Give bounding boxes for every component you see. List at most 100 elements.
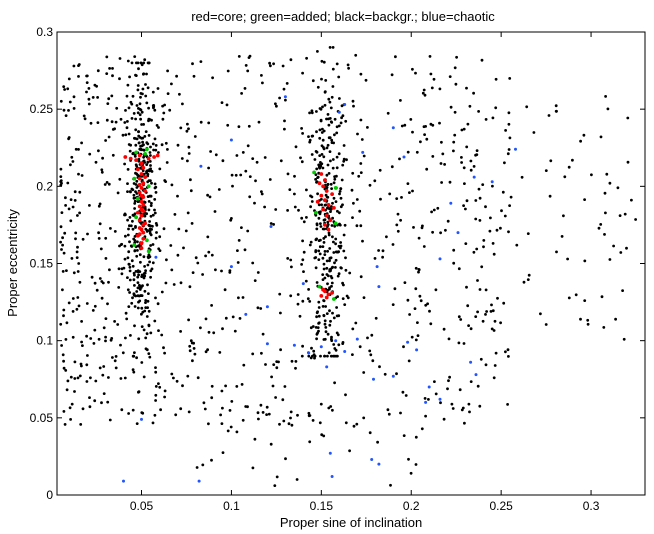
background-point <box>144 301 147 304</box>
background-point <box>64 204 67 207</box>
background-point <box>126 83 130 87</box>
background-point <box>326 249 329 253</box>
background-point <box>567 296 571 300</box>
background-point <box>157 151 160 154</box>
background-point <box>257 120 261 124</box>
background-point <box>298 314 302 318</box>
background-point <box>296 302 300 306</box>
background-point <box>346 63 350 67</box>
background-point <box>209 150 213 153</box>
background-point <box>339 121 343 125</box>
background-point <box>310 346 313 350</box>
background-point <box>626 160 630 164</box>
background-point <box>124 133 128 137</box>
background-point <box>413 307 417 310</box>
background-point <box>88 405 92 409</box>
background-point <box>231 315 235 319</box>
background-point <box>436 206 440 210</box>
background-point <box>133 294 136 297</box>
chaotic-point <box>307 351 311 355</box>
background-point <box>238 317 242 320</box>
background-point <box>547 114 551 117</box>
background-point <box>626 116 630 120</box>
background-point <box>148 229 152 233</box>
background-point <box>237 125 241 129</box>
background-point <box>307 135 310 139</box>
background-point <box>335 155 339 159</box>
background-point <box>500 209 503 213</box>
chaotic-point <box>361 150 365 154</box>
background-point <box>251 466 255 470</box>
background-point <box>296 413 299 417</box>
background-point <box>301 132 304 135</box>
background-point <box>236 261 240 264</box>
background-point <box>603 233 606 236</box>
background-point <box>137 157 141 161</box>
background-point <box>135 172 139 176</box>
background-point <box>172 376 175 380</box>
background-point <box>113 359 117 363</box>
background-point <box>374 316 378 320</box>
background-point <box>126 276 129 279</box>
background-point <box>181 384 184 388</box>
background-point <box>302 270 305 273</box>
background-point <box>460 156 463 159</box>
core-point <box>123 155 128 159</box>
background-point <box>101 373 105 377</box>
background-point <box>414 266 418 270</box>
background-point <box>147 309 151 313</box>
background-point <box>404 394 408 397</box>
background-point <box>466 122 470 126</box>
background-point <box>135 179 139 183</box>
background-point <box>554 109 558 113</box>
background-point <box>310 111 314 115</box>
background-point <box>107 280 110 284</box>
background-point <box>137 390 140 394</box>
background-point <box>420 226 424 230</box>
background-point <box>127 132 131 136</box>
background-point <box>579 139 582 143</box>
background-point <box>329 182 333 186</box>
background-point <box>506 403 509 406</box>
background-point <box>409 471 413 475</box>
background-point <box>314 178 317 181</box>
background-point <box>330 224 334 227</box>
background-point <box>160 143 164 147</box>
background-point <box>137 67 140 71</box>
background-point <box>162 346 165 350</box>
background-point <box>130 187 134 191</box>
background-point <box>318 128 322 132</box>
background-point <box>316 176 319 180</box>
background-point <box>548 194 552 198</box>
background-point <box>482 239 486 242</box>
background-point <box>480 58 484 62</box>
background-point <box>330 276 334 280</box>
background-point <box>327 351 331 355</box>
background-point <box>136 200 140 204</box>
background-point <box>137 159 141 163</box>
background-point <box>260 192 264 196</box>
background-point <box>432 208 436 212</box>
background-point <box>507 230 510 234</box>
background-point <box>131 408 135 412</box>
background-point <box>151 213 155 217</box>
background-point <box>204 317 208 321</box>
chaotic-point <box>391 126 395 130</box>
background-point <box>331 216 334 220</box>
background-point <box>340 266 343 270</box>
background-point <box>165 161 169 164</box>
background-point <box>503 214 507 218</box>
background-point <box>128 149 132 153</box>
background-point <box>311 419 315 422</box>
background-point <box>211 76 215 80</box>
background-point <box>319 222 322 226</box>
background-point <box>309 205 312 209</box>
background-point <box>128 265 132 269</box>
background-point <box>134 143 138 147</box>
background-point <box>507 148 511 151</box>
background-point <box>403 123 407 127</box>
background-point <box>189 178 192 182</box>
background-point <box>323 322 327 326</box>
core-point <box>139 161 144 166</box>
background-point <box>68 406 72 410</box>
